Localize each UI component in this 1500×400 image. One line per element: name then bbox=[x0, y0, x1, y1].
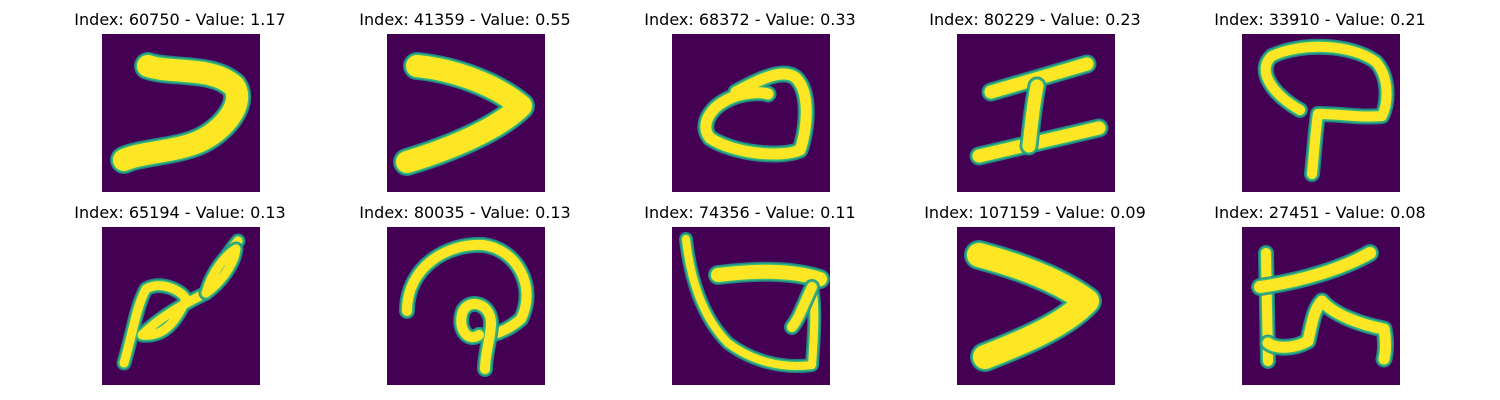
glyph-stroke bbox=[711, 264, 827, 286]
panel-title: Index: 27451 - Value: 0.08 bbox=[1214, 203, 1426, 222]
image-panel: Index: 60750 - Value: 1.17 bbox=[30, 0, 330, 192]
glyph-stroke bbox=[201, 244, 241, 298]
chevron-stroke-glyph bbox=[387, 34, 545, 192]
panel-title: Index: 80035 - Value: 0.13 bbox=[359, 203, 571, 222]
loop-stroke-glyph bbox=[672, 34, 830, 192]
image-panel: Index: 41359 - Value: 0.55 bbox=[315, 0, 615, 192]
image-panel: Index: 74356 - Value: 0.11 bbox=[600, 193, 900, 385]
panel-title: Index: 41359 - Value: 0.55 bbox=[359, 10, 571, 29]
image-panel: Index: 80229 - Value: 0.23 bbox=[885, 0, 1185, 192]
glyph-stroke bbox=[787, 282, 817, 332]
hook-stroke-glyph bbox=[1242, 34, 1400, 192]
glyph-stroke bbox=[456, 298, 496, 374]
image-panel: Index: 33910 - Value: 0.21 bbox=[1170, 0, 1470, 192]
glyph-stroke bbox=[113, 55, 249, 171]
image-panel: Index: 107159 - Value: 0.09 bbox=[885, 193, 1185, 385]
glyph-stroke bbox=[1260, 41, 1392, 179]
glyph-stroke bbox=[396, 55, 532, 173]
panel-title: Index: 60750 - Value: 1.17 bbox=[74, 10, 286, 29]
image-panel: Index: 65194 - Value: 0.13 bbox=[30, 193, 330, 385]
glyph-image bbox=[672, 227, 830, 385]
panel-title: Index: 74356 - Value: 0.11 bbox=[644, 203, 856, 222]
glyph-stroke bbox=[1022, 79, 1044, 153]
glyph-image bbox=[672, 34, 830, 192]
glyph-stroke bbox=[972, 121, 1106, 163]
image-panel: Index: 80035 - Value: 0.13 bbox=[315, 193, 615, 385]
panel-title: Index: 80229 - Value: 0.23 bbox=[929, 10, 1141, 29]
double-loop-stroke-glyph bbox=[102, 227, 260, 385]
glyph-stroke bbox=[700, 68, 812, 160]
glyph-image bbox=[387, 227, 545, 385]
glyph-stroke bbox=[1262, 295, 1391, 365]
panel-title: Index: 65194 - Value: 0.13 bbox=[74, 203, 286, 222]
glyph-image bbox=[957, 227, 1115, 385]
cup-stroke-glyph bbox=[672, 227, 830, 385]
glyph-stroke bbox=[402, 239, 532, 341]
glyph-stroke bbox=[967, 243, 1099, 369]
mushroom-stroke-glyph bbox=[387, 227, 545, 385]
glyph-image bbox=[102, 227, 260, 385]
glyph-image bbox=[1242, 227, 1400, 385]
glyph-image bbox=[1242, 34, 1400, 192]
panel-title: Index: 33910 - Value: 0.21 bbox=[1214, 10, 1426, 29]
image-panel: Index: 27451 - Value: 0.08 bbox=[1170, 193, 1470, 385]
thick-chevron-stroke-glyph bbox=[957, 227, 1115, 385]
glyph-image bbox=[102, 34, 260, 192]
h-stroke-glyph bbox=[957, 34, 1115, 192]
glyph-stroke bbox=[1254, 247, 1376, 293]
panel-title: Index: 107159 - Value: 0.09 bbox=[924, 203, 1146, 222]
glyph-stroke bbox=[682, 235, 819, 370]
tied-strokes-glyph bbox=[1242, 227, 1400, 385]
glyph-image bbox=[387, 34, 545, 192]
panel-title: Index: 68372 - Value: 0.33 bbox=[644, 10, 856, 29]
zigzag-stroke-glyph bbox=[102, 34, 260, 192]
image-panel: Index: 68372 - Value: 0.33 bbox=[600, 0, 900, 192]
glyph-image bbox=[957, 34, 1115, 192]
